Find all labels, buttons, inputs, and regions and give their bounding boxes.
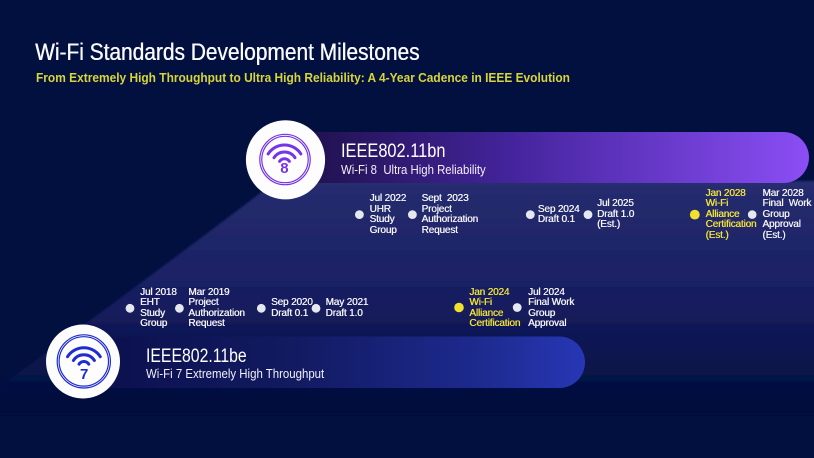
svg-text:7: 7 (80, 366, 88, 383)
svg-text:8: 8 (280, 160, 288, 177)
